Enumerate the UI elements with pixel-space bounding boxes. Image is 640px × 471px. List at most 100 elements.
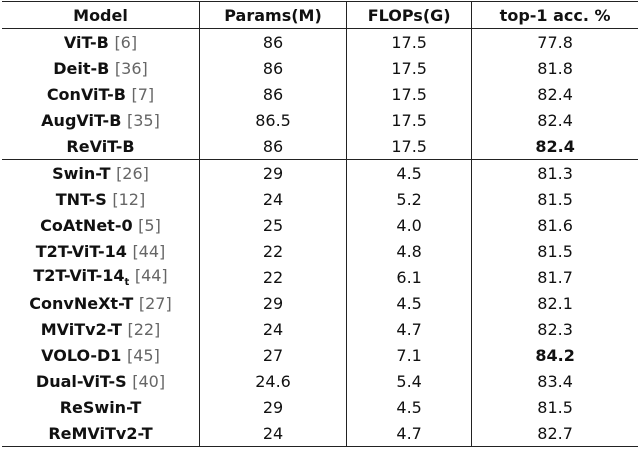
model-name: CoAtNet-0 — [40, 215, 133, 235]
model-cell: TNT-S [12] — [2, 186, 200, 212]
acc-cell: 81.5 — [471, 186, 638, 212]
params-cell: 29 — [198, 394, 347, 420]
flops-cell: 17.5 — [346, 55, 472, 81]
acc-cell: 82.4 — [471, 81, 638, 107]
model-cell: ReViT-B — [2, 133, 200, 160]
table-row: CoAtNet-0 [5] 25 4.0 81.6 — [2, 212, 638, 238]
model-cell: CoAtNet-0 [5] — [2, 212, 200, 238]
model-cell: Swin-T [26] — [2, 159, 200, 186]
flops-cell: 4.7 — [346, 420, 472, 447]
flops-cell: 4.5 — [346, 394, 472, 420]
flops-cell: 4.7 — [346, 316, 472, 342]
model-name: T2T-ViT-14 — [33, 265, 125, 285]
table-row: MViTv2-T [22] 24 4.7 82.3 — [2, 316, 638, 342]
model-cell: ViT-B [6] — [2, 29, 200, 56]
table-row: ReViT-B 86 17.5 82.4 — [2, 133, 638, 160]
citation: [27] — [138, 293, 172, 313]
table-row: ViT-B [6] 86 17.5 77.8 — [2, 28, 638, 56]
model-name: ReMViTv2-T — [48, 423, 153, 443]
params-cell: 22 — [198, 238, 347, 264]
params-cell: 24 — [198, 420, 347, 447]
flops-cell: 4.8 — [346, 238, 472, 264]
params-cell: 86 — [198, 55, 347, 81]
acc-cell: 82.4 — [471, 133, 638, 160]
model-cell: Deit-B [36] — [2, 55, 200, 81]
model-cell: ReMViTv2-T — [2, 420, 200, 447]
acc-cell: 77.8 — [471, 28, 638, 55]
results-table: Model Params(M) FLOPs(G) top-1 acc. % ViT-B… — [2, 1, 638, 447]
acc-cell: 81.5 — [471, 238, 638, 264]
table-row: TNT-S [12] 24 5.2 81.5 — [2, 186, 638, 212]
model-name: ReViT-B — [66, 136, 135, 156]
flops-cell: 5.4 — [346, 368, 472, 394]
model-cell: ConvNeXt-T [27] — [2, 290, 200, 316]
acc-cell: 81.7 — [471, 264, 638, 290]
header-cell: Model — [2, 1, 200, 29]
params-cell: 22 — [198, 264, 347, 290]
table-header: Model Params(M) FLOPs(G) top-1 acc. % — [2, 1, 638, 29]
model-cell: AugViT-B [35] — [2, 107, 200, 133]
model-name: ConViT-B — [46, 84, 126, 104]
citation: [5] — [138, 215, 161, 235]
table-row: ConViT-B [7] 86 17.5 82.4 — [2, 81, 638, 107]
params-cell: 25 — [198, 212, 347, 238]
flops-cell: 7.1 — [346, 342, 472, 368]
flops-cell: 17.5 — [346, 107, 472, 133]
model-name: VOLO-D1 — [41, 345, 122, 365]
citation: [36] — [114, 58, 148, 78]
acc-cell: 81.8 — [471, 55, 638, 81]
row-group: Swin-T [26] 29 4.5 81.3 TNT-S [12] 24 5.2 81.5 C… — [2, 159, 638, 447]
model-cell: ReSwin-T — [2, 394, 200, 420]
acc-cell: 81.3 — [471, 159, 638, 186]
params-cell: 29 — [198, 290, 347, 316]
table-row: ReSwin-T 29 4.5 81.5 — [2, 394, 638, 420]
citation: [40] — [132, 371, 166, 391]
flops-cell: 5.2 — [346, 186, 472, 212]
acc-cell: 82.3 — [471, 316, 638, 342]
params-cell: 86 — [198, 133, 347, 160]
acc-cell: 82.4 — [471, 107, 638, 133]
params-cell: 24 — [198, 316, 347, 342]
citation: [12] — [112, 189, 146, 209]
table-row: T2T-ViT-14 [44] 22 4.8 81.5 — [2, 238, 638, 264]
acc-cell: 83.4 — [471, 368, 638, 394]
citation: [35] — [126, 110, 160, 130]
params-cell: 86.5 — [198, 107, 347, 133]
model-subscript: t — [124, 277, 130, 289]
model-cell: ConViT-B [7] — [2, 81, 200, 107]
model-name: Swin-T — [52, 163, 111, 183]
model-cell: Dual-ViT-S [40] — [2, 368, 200, 394]
table-row: T2T-ViT-14t [44] 22 6.1 81.7 — [2, 264, 638, 290]
table-row: Swin-T [26] 29 4.5 81.3 — [2, 159, 638, 186]
table-row: VOLO-D1 [45] 27 7.1 84.2 — [2, 342, 638, 368]
model-name: MViTv2-T — [40, 319, 122, 339]
acc-cell: 82.1 — [471, 290, 638, 316]
header-row: Model Params(M) FLOPs(G) top-1 acc. % — [2, 1, 638, 29]
citation: [22] — [127, 319, 161, 339]
model-cell: MViTv2-T [22] — [2, 316, 200, 342]
citation: [6] — [114, 32, 138, 52]
acc-cell: 82.7 — [471, 420, 638, 447]
citation: [45] — [127, 345, 160, 365]
acc-cell: 84.2 — [471, 342, 638, 368]
flops-cell: 4.5 — [346, 159, 472, 186]
params-cell: 24 — [198, 186, 347, 212]
row-group: ViT-B [6] 86 17.5 77.8 Deit-B [36] 86 17.5 81.8… — [2, 28, 638, 160]
flops-cell: 17.5 — [346, 81, 472, 107]
model-name: AugViT-B — [41, 110, 122, 130]
table-row: ReMViTv2-T 24 4.7 82.7 — [2, 420, 638, 447]
flops-cell: 6.1 — [346, 264, 472, 290]
model-name: ConvNeXt-T — [29, 293, 134, 313]
table-row: Deit-B [36] 86 17.5 81.8 — [2, 55, 638, 81]
citation: [44] — [132, 241, 166, 261]
citation: [26] — [116, 163, 149, 183]
acc-cell: 81.6 — [471, 212, 638, 238]
header-cell: Params(M) — [198, 1, 347, 29]
header-cell: FLOPs(G) — [346, 1, 472, 29]
params-cell: 86 — [198, 28, 347, 55]
params-cell: 27 — [198, 342, 347, 368]
flops-cell: 17.5 — [346, 28, 472, 55]
header-cell: top-1 acc. % — [471, 1, 638, 29]
model-cell: T2T-ViT-14 [44] — [2, 238, 200, 264]
